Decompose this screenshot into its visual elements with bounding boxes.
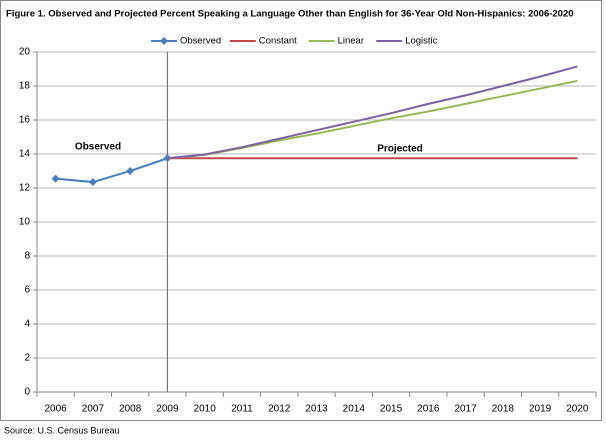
- series-line: [167, 65, 578, 160]
- x-tick-label: 2009: [156, 404, 179, 415]
- y-tick-label: 12: [19, 183, 31, 194]
- x-tick-label: 2011: [231, 404, 253, 415]
- data-point: [51, 174, 60, 183]
- chart-border: [0, 0, 602, 421]
- x-tick-label: 2010: [194, 404, 217, 415]
- y-tick-label: 0: [24, 387, 30, 398]
- x-tick-label: 2020: [566, 404, 589, 415]
- y-tick-label: 20: [19, 47, 31, 58]
- legend-label: Constant: [259, 36, 297, 47]
- series-line: [55, 157, 168, 184]
- y-tick-label: 8: [24, 251, 30, 262]
- data-point: [126, 167, 135, 175]
- source: Source: U.S. Census Bureau: [4, 425, 120, 435]
- annotation: Projected: [377, 144, 423, 155]
- x-tick-label: 2007: [82, 404, 105, 415]
- x-tick-label: 2006: [45, 404, 68, 415]
- chart-title: Figure 1. Observed and Projected Percent…: [6, 9, 574, 20]
- x-tick-label: 2017: [454, 404, 477, 415]
- legend-label: Observed: [180, 36, 221, 47]
- y-tick-label: 18: [19, 81, 31, 92]
- x-tick-label: 2015: [380, 404, 403, 415]
- legend-marker: [160, 37, 168, 45]
- data-point: [88, 178, 97, 187]
- y-tick-label: 6: [24, 285, 30, 296]
- x-tick-label: 2013: [305, 404, 328, 415]
- y-tick-label: 16: [19, 115, 31, 126]
- x-tick-label: 2016: [417, 404, 440, 415]
- x-tick-label: 2018: [492, 404, 515, 415]
- x-tick-label: 2014: [343, 404, 366, 415]
- legend-label: Logistic: [405, 36, 437, 47]
- x-tick-label: 2012: [268, 404, 291, 415]
- y-tick-label: 2: [24, 353, 30, 364]
- y-tick-label: 10: [19, 217, 31, 228]
- y-tick-label: 4: [24, 319, 30, 330]
- y-tick-label: 14: [19, 149, 31, 160]
- x-tick-label: 2019: [529, 404, 552, 415]
- annotation: Observed: [75, 142, 121, 153]
- x-tick-label: 2008: [119, 404, 142, 415]
- legend-label: Linear: [338, 36, 364, 47]
